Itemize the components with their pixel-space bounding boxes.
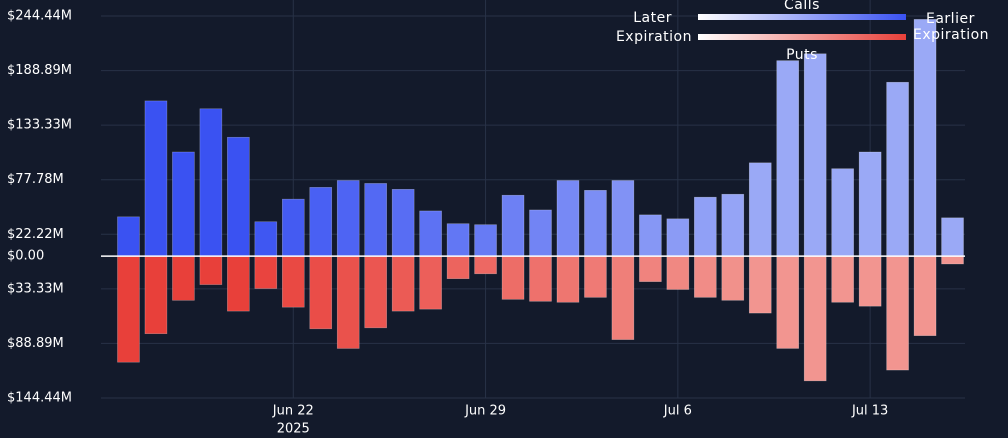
y-tick-label: $0.00 xyxy=(7,249,44,264)
bar xyxy=(556,180,580,257)
x-tick-label: Jun 22 xyxy=(272,404,314,419)
bar xyxy=(501,255,525,300)
bar xyxy=(748,162,772,257)
legend: Calls Puts Later Expiration Earlier Expi… xyxy=(616,0,989,63)
bar xyxy=(584,190,607,257)
bar xyxy=(309,187,333,257)
bar xyxy=(172,255,195,301)
bar xyxy=(144,100,168,257)
bar xyxy=(639,255,662,282)
bar xyxy=(419,255,442,310)
legend-puts-gradient xyxy=(698,34,906,40)
bar xyxy=(858,151,882,257)
bar xyxy=(913,19,937,257)
bar xyxy=(748,255,772,314)
x-tick-label: Jul 6 xyxy=(663,404,692,419)
bar xyxy=(281,198,305,257)
bar xyxy=(556,255,580,303)
legend-later: Later xyxy=(633,10,672,26)
bar xyxy=(913,255,937,336)
bar xyxy=(611,180,635,257)
bar xyxy=(281,255,305,308)
bar xyxy=(364,255,387,329)
bar xyxy=(776,60,800,257)
bar xyxy=(227,255,250,312)
bar xyxy=(446,255,470,280)
bar xyxy=(584,255,607,298)
bar xyxy=(666,218,690,257)
bar xyxy=(199,255,223,285)
bar xyxy=(611,255,635,340)
bar xyxy=(803,255,827,382)
bar xyxy=(501,194,525,257)
legend-calls-gradient xyxy=(698,14,906,20)
bar xyxy=(172,151,195,257)
bar xyxy=(364,183,387,257)
y-tick-label: $188.89M xyxy=(7,63,72,78)
y-tick-label: $77.78M xyxy=(7,172,64,187)
bar xyxy=(941,255,964,265)
legend-puts: Puts xyxy=(786,47,818,63)
bar xyxy=(694,255,717,298)
bar xyxy=(694,196,717,257)
y-tick-label: $88.89M xyxy=(7,336,64,351)
bar xyxy=(336,180,360,257)
bars xyxy=(117,19,964,382)
legend-expiration-right: Expiration xyxy=(913,27,989,43)
y-tick-label: $22.22M xyxy=(7,227,64,242)
x-tick-label: Jun 29 xyxy=(464,404,506,419)
bar xyxy=(886,81,909,257)
y-tick-label: $133.33M xyxy=(7,118,72,133)
bar xyxy=(474,255,497,275)
bar xyxy=(529,255,552,302)
axes: $244.44M $188.89M $133.33M $77.78M $22.22M $0… xyxy=(7,9,965,437)
bar xyxy=(831,168,854,257)
bar xyxy=(446,223,470,257)
bar xyxy=(666,255,690,290)
bar xyxy=(309,255,333,330)
bar xyxy=(831,255,854,303)
bar xyxy=(227,136,250,257)
y-tick-label: $33.33M xyxy=(7,281,64,296)
bar xyxy=(336,255,360,349)
legend-expiration-left: Expiration xyxy=(616,29,692,45)
legend-calls: Calls xyxy=(784,0,820,13)
bar xyxy=(144,255,168,335)
bar xyxy=(117,255,140,363)
bar xyxy=(858,255,882,307)
bar xyxy=(391,189,415,257)
x-year-label: 2025 xyxy=(277,422,310,437)
bar xyxy=(254,221,278,257)
x-tick-label: Jul 13 xyxy=(851,404,888,419)
bar xyxy=(721,255,745,301)
bar xyxy=(419,210,442,257)
y-tick-label: $144.44M xyxy=(7,391,72,406)
bar xyxy=(776,255,800,349)
bar xyxy=(941,217,964,257)
bar xyxy=(391,255,415,312)
bar xyxy=(474,224,497,257)
bar xyxy=(254,255,278,289)
bar xyxy=(117,216,140,257)
bar xyxy=(529,209,552,257)
bar xyxy=(886,255,909,371)
bar xyxy=(803,53,827,257)
bar xyxy=(639,214,662,257)
bar xyxy=(199,108,223,257)
legend-earlier: Earlier xyxy=(926,11,975,27)
y-tick-label: $244.44M xyxy=(7,9,72,24)
bar xyxy=(721,193,745,257)
